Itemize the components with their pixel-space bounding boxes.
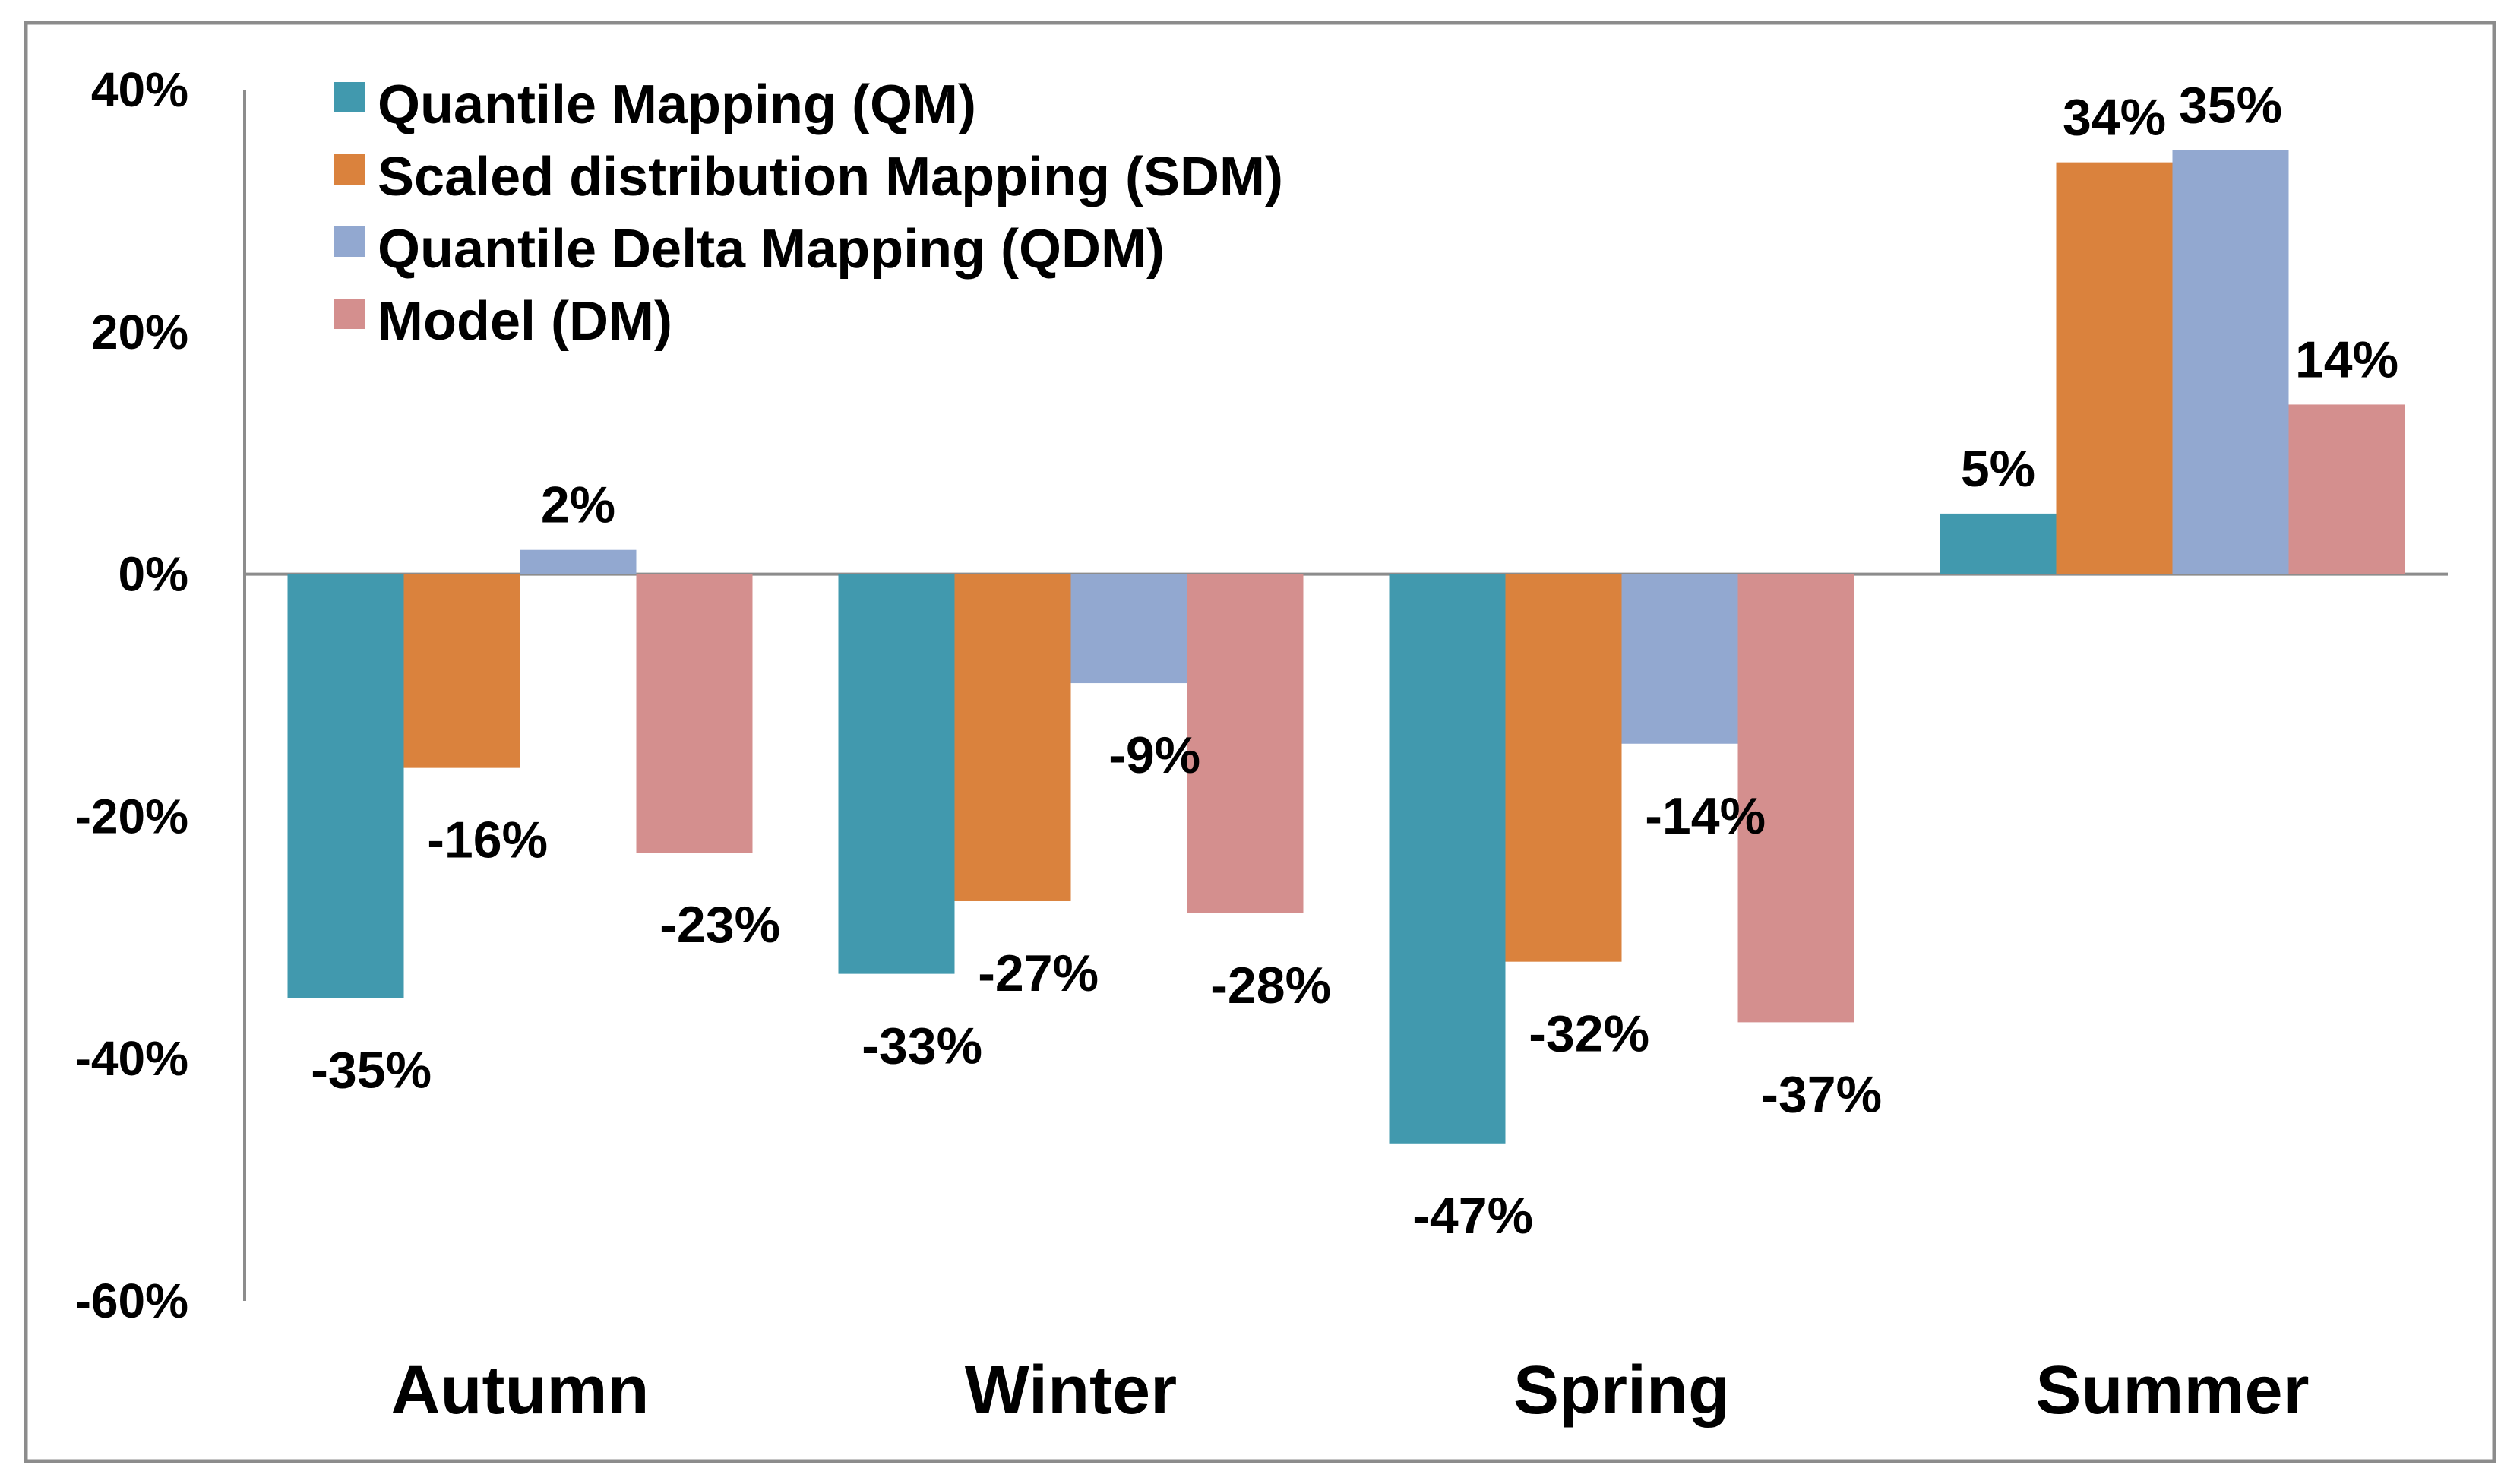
x-category-label: Autumn: [391, 1353, 650, 1429]
legend-swatch: [334, 82, 365, 112]
bar: [1505, 574, 1622, 962]
legend-label: Scaled distribution Mapping (SDM): [378, 147, 1283, 207]
data-label: 2%: [541, 476, 615, 534]
bar: [287, 574, 404, 998]
y-tick-label: 40%: [91, 62, 188, 117]
bar: [1389, 574, 1506, 1144]
data-label: 34%: [2063, 89, 2166, 147]
axes: 40% 20% 0% -20% -40% -60% Autumn Winter Spring Su…: [75, 62, 2448, 1429]
legend-swatch: [334, 154, 365, 185]
bar: [2056, 162, 2173, 574]
y-tick-label: 0%: [119, 547, 189, 602]
legend-swatch: [334, 226, 365, 257]
x-category-label: Summer: [2035, 1353, 2309, 1429]
data-labels: -35% -16% 2% -23% -33% -27% -9% -28% -47% -32% -14…: [311, 77, 2398, 1245]
data-label: -33%: [862, 1017, 982, 1075]
bar: [2172, 150, 2289, 574]
legend-label: Model (DM): [378, 291, 672, 352]
data-label: -23%: [659, 896, 780, 954]
legend: Quantile Mapping (QM) Scaled distribution…: [334, 74, 1283, 352]
bar: [1187, 574, 1304, 913]
x-category-label: Winter: [965, 1353, 1177, 1429]
data-label: 14%: [2295, 331, 2398, 388]
bar: [838, 574, 955, 974]
data-label: -16%: [427, 812, 548, 869]
bar: [2288, 404, 2405, 574]
bars: [287, 150, 2405, 1144]
bar: [1621, 574, 1738, 744]
bar: [954, 574, 1071, 901]
x-category-label: Spring: [1513, 1353, 1730, 1429]
data-label: 35%: [2179, 77, 2282, 134]
y-tick-label: -20%: [75, 789, 188, 843]
bar: [1070, 574, 1187, 684]
data-label: -14%: [1645, 787, 1766, 845]
bar: [520, 549, 637, 574]
bar: [403, 574, 520, 768]
y-tick-label: 20%: [91, 305, 188, 359]
data-label: -35%: [311, 1042, 432, 1100]
legend-label: Quantile Delta Mapping (QDM): [378, 219, 1165, 280]
bar: [1737, 574, 1854, 1023]
data-label: -47%: [1412, 1187, 1533, 1245]
data-label: -27%: [978, 945, 1099, 1002]
data-label: 5%: [1961, 440, 2035, 498]
data-label: -37%: [1761, 1065, 1882, 1123]
legend-swatch: [334, 299, 365, 329]
legend-label: Quantile Mapping (QM): [378, 74, 976, 135]
y-tick-label: -60%: [75, 1274, 188, 1328]
data-label: -28%: [1210, 957, 1331, 1014]
y-tick-label: -40%: [75, 1031, 188, 1086]
data-label: -9%: [1108, 726, 1200, 784]
bar: [1940, 513, 2057, 574]
data-label: -32%: [1529, 1005, 1649, 1063]
bar: [636, 574, 753, 853]
